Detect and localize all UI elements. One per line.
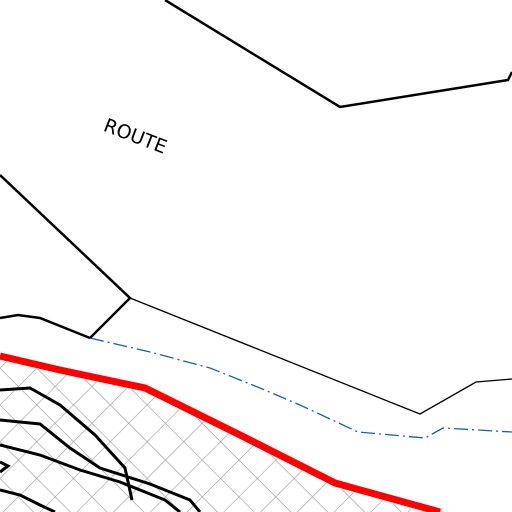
contours (0, 386, 202, 512)
parcel-lines (0, 0, 512, 340)
contour (0, 386, 134, 501)
parcel-line (164, 0, 512, 109)
contour (0, 443, 181, 512)
parcel-line (0, 174, 132, 339)
contour (0, 418, 202, 512)
blue-line (89, 337, 512, 439)
contour (0, 460, 11, 474)
parcel-line (0, 313, 91, 340)
hatched-area (0, 360, 420, 512)
red-boundary (0, 352, 441, 512)
thin-line (129, 297, 512, 415)
contour (0, 488, 56, 512)
